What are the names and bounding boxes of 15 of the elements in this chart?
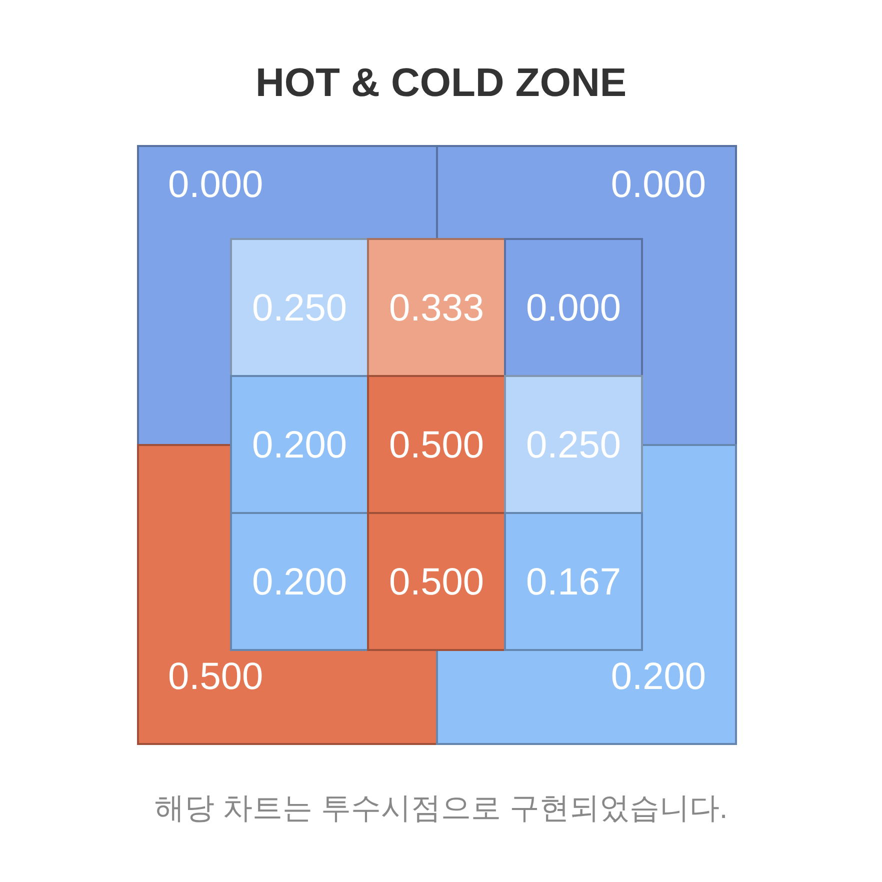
data-label: 0.500	[168, 656, 264, 698]
data-label: 0.500	[388, 562, 484, 604]
data-label: 0.000	[526, 288, 622, 330]
data-label: 0.333	[388, 288, 484, 330]
chart-title: HOT & COLD ZONE	[255, 61, 627, 105]
data-label: 0.200	[610, 656, 706, 698]
data-label: 0.250	[526, 424, 622, 466]
text: 해당 차트는 투수시점으로 구현되었습니다.	[154, 792, 728, 825]
data-label: 0.167	[526, 562, 622, 604]
data-label: 0.200	[252, 424, 348, 466]
data-label: 0.500	[388, 424, 484, 466]
data-label: 0.000	[168, 164, 264, 206]
data-label: 0.250	[252, 288, 348, 330]
data-label: 0.000	[610, 164, 706, 206]
data-label: 0.200	[252, 562, 348, 604]
